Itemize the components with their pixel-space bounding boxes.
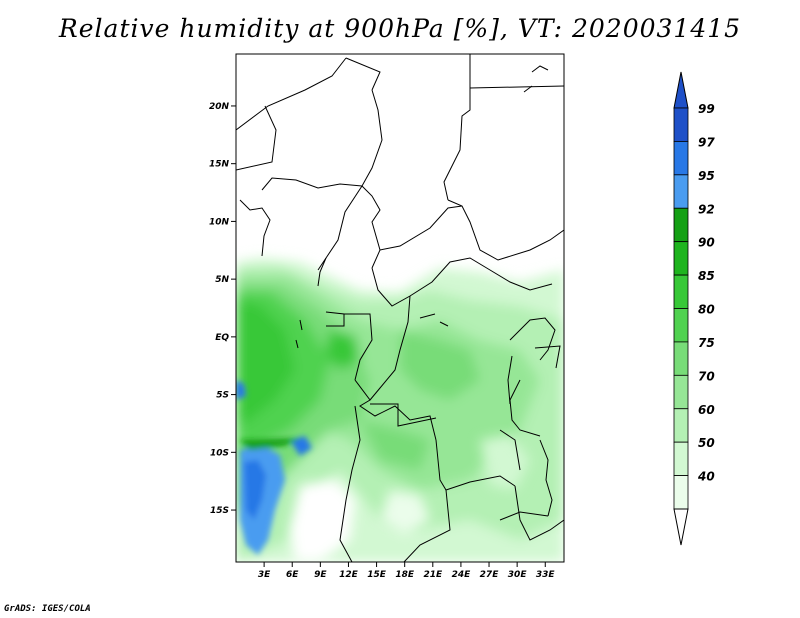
- colorbar-swatch: [673, 274, 689, 309]
- colorbar-top-arrow: [673, 71, 689, 109]
- colorbar-level-label: 95: [698, 169, 715, 183]
- colorbar-level-label: 85: [698, 269, 715, 283]
- lat-tick-label: 15S: [210, 506, 229, 516]
- map-frame: [235, 53, 565, 563]
- colorbar-level-label: 80: [698, 303, 715, 317]
- lon-tick-label: 18E: [395, 570, 415, 580]
- colorbar-level-label: 92: [698, 202, 715, 216]
- colorbar: 99 97 95 92 90 85 80 75 70 60 50 40: [673, 71, 715, 546]
- colorbar-swatch: [673, 241, 689, 276]
- colorbar-swatch: [673, 141, 689, 176]
- colorbar-bottom-arrow: [673, 508, 689, 546]
- colorbar-swatch: [673, 107, 689, 142]
- lon-tick-label: 15E: [367, 570, 387, 580]
- lon-tick-label: 27E: [480, 570, 500, 580]
- colorbar-level-label: 99: [698, 102, 715, 116]
- colorbar-swatch: [673, 174, 689, 209]
- lat-tick-label: 5S: [216, 391, 229, 401]
- colorbar-swatch: [673, 475, 689, 510]
- longitude-axis: 3E 6E 9E 12E 15E 18E 21E 24E 27E 30E 33E: [258, 562, 556, 580]
- colorbar-level-label: 97: [698, 135, 715, 149]
- lon-tick-label: 33E: [536, 570, 556, 580]
- lon-tick-label: 3E: [258, 570, 271, 580]
- colorbar-level-label: 40: [697, 470, 715, 484]
- lat-tick-label: EQ: [215, 333, 229, 343]
- lon-tick-label: 9E: [314, 570, 327, 580]
- lon-tick-label: 30E: [508, 570, 528, 580]
- colorbar-swatch: [673, 408, 689, 443]
- lon-tick-label: 24E: [452, 570, 472, 580]
- humidity-field: [236, 54, 564, 562]
- lon-tick-label: 12E: [339, 570, 359, 580]
- map-title: Relative humidity at 900hPa [%], VT: 202…: [58, 14, 742, 43]
- colorbar-swatch: [673, 441, 689, 476]
- lat-tick-label: 15N: [209, 160, 230, 170]
- colorbar-level-label: 60: [698, 403, 715, 417]
- colorbar-level-label: 90: [698, 236, 715, 250]
- lat-tick-label: 10S: [210, 448, 229, 458]
- lon-tick-label: 21E: [423, 570, 443, 580]
- latitude-axis: 20N 15N 10N 5N EQ 5S 10S 15S: [209, 102, 236, 516]
- colorbar-level-label: 70: [698, 369, 715, 383]
- colorbar-level-label: 75: [698, 336, 715, 350]
- lat-tick-label: 5N: [215, 275, 229, 285]
- colorbar-swatch: [673, 207, 689, 243]
- lon-tick-label: 6E: [286, 570, 299, 580]
- colorbar-swatch: [673, 341, 689, 376]
- colorbar-swatch: [673, 374, 689, 410]
- colorbar-swatch: [673, 308, 689, 343]
- lat-tick-label: 10N: [209, 217, 230, 227]
- lat-tick-label: 20N: [209, 102, 230, 112]
- grads-credit: GrADS: IGES/COLA: [4, 604, 91, 614]
- colorbar-level-label: 50: [698, 436, 715, 450]
- country-borders: [236, 54, 564, 562]
